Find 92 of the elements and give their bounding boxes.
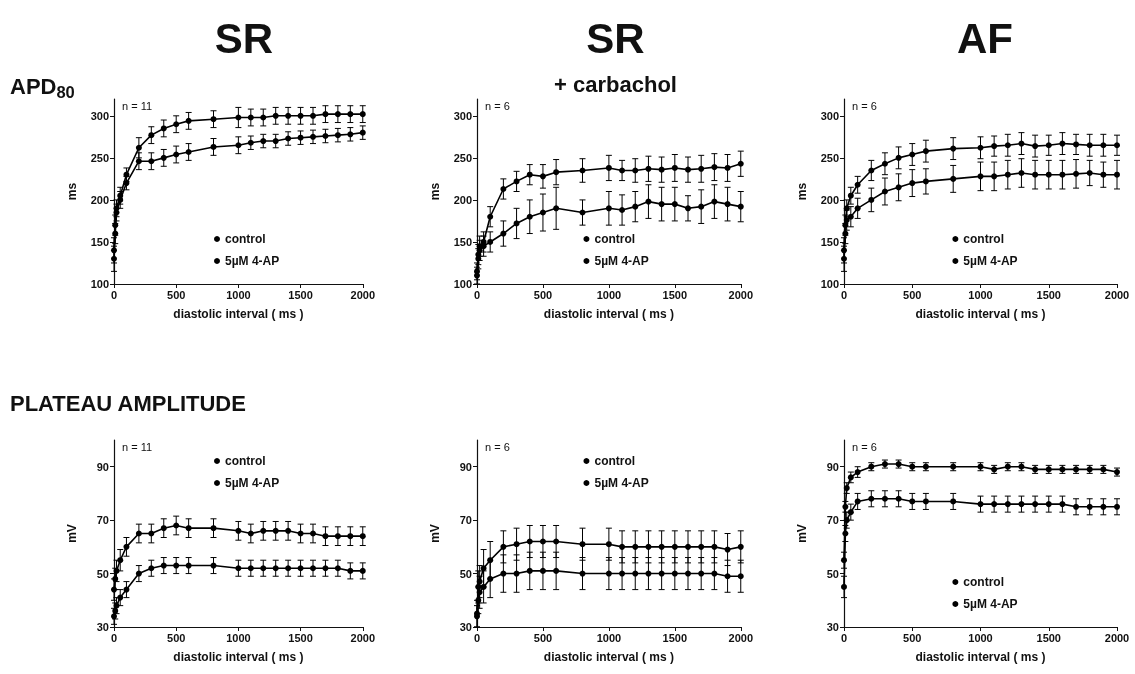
x-tick-label: 0 (110, 288, 118, 301)
x-tick-label: 1500 (288, 288, 313, 301)
legend-label: 5µM 4-AP (594, 254, 649, 268)
x-tick-label: 500 (903, 288, 922, 301)
x-axis-title: diastolic interval ( ms ) (915, 650, 1046, 664)
y-tick-label: 50 (96, 567, 109, 580)
y-tick-label: 250 (90, 151, 109, 164)
y-tick-label: 30 (459, 621, 472, 633)
x-tick-label: 1000 (596, 631, 622, 644)
y-axis-title: mV (65, 524, 79, 543)
y-tick-label: 30 (96, 621, 109, 633)
x-tick-label: 0 (840, 631, 848, 644)
y-tick-label: 90 (459, 460, 472, 473)
y-tick-label: 70 (96, 514, 109, 527)
legend-label: 5µM 4-AP (963, 254, 1018, 268)
x-tick-label: 500 (533, 631, 553, 644)
legend-label: control (963, 575, 1005, 589)
y-tick-label: 150 (90, 235, 109, 248)
legend-label: control (594, 454, 636, 468)
chart-title: AF (957, 14, 1013, 62)
annotation: n = 6 (852, 440, 877, 453)
y-tick-label: 150 (453, 235, 472, 248)
x-axis-title: diastolic interval ( ms ) (173, 650, 304, 664)
legend-label: 5µM 4-AP (225, 476, 280, 490)
chart-title: SR (586, 14, 645, 62)
x-tick-label: 0 (473, 288, 481, 301)
annotation: n = 6 (852, 99, 877, 112)
y-axis-title: ms (795, 182, 809, 201)
x-axis-title: diastolic interval ( ms ) (173, 307, 304, 321)
x-tick-label: 500 (533, 288, 553, 301)
x-tick-label: 2000 (1104, 631, 1130, 644)
x-tick-label: 2000 (350, 631, 376, 644)
y-tick-label: 70 (459, 514, 472, 527)
x-tick-label: 2000 (728, 288, 754, 301)
y-tick-label: 50 (826, 567, 839, 580)
legend-label: control (225, 232, 266, 246)
x-axis-title: diastolic interval ( ms ) (543, 307, 674, 321)
chart-subtitle: + carbachol (554, 71, 677, 97)
y-tick-label: 30 (826, 621, 839, 633)
y-tick-label: 90 (826, 460, 839, 473)
x-tick-label: 1000 (968, 288, 993, 301)
x-tick-label: 1500 (1036, 288, 1061, 301)
y-tick-label: 150 (820, 235, 839, 248)
x-axis-title: diastolic interval ( ms ) (543, 650, 674, 664)
y-tick-label: 300 (820, 109, 839, 122)
x-axis-title: diastolic interval ( ms ) (915, 307, 1046, 321)
annotation: n = 6 (485, 99, 510, 112)
legend-label: 5µM 4-AP (594, 476, 649, 490)
x-tick-label: 0 (110, 631, 118, 644)
x-tick-label: 1000 (968, 631, 993, 644)
x-tick-label: 0 (840, 288, 848, 301)
x-tick-label: 500 (167, 288, 186, 301)
x-tick-label: 0 (473, 631, 481, 644)
x-tick-label: 1500 (288, 631, 313, 644)
legend-label: control (225, 454, 266, 468)
y-axis-title: mV (428, 524, 442, 543)
x-tick-label: 500 (167, 631, 186, 644)
y-tick-label: 200 (453, 193, 472, 206)
y-tick-label: 250 (820, 151, 839, 164)
y-axis-title: ms (428, 182, 442, 201)
text: PLATEAU AMPLITUDE (10, 390, 246, 416)
y-tick-label: 300 (90, 109, 109, 122)
y-tick-label: 200 (90, 193, 109, 206)
legend-label: control (963, 232, 1005, 246)
x-tick-label: 1500 (662, 631, 688, 644)
y-tick-label: 100 (90, 278, 109, 290)
y-tick-label: 300 (453, 109, 472, 122)
y-axis-title: ms (65, 182, 79, 201)
y-tick-label: 70 (826, 514, 839, 527)
y-tick-label: 50 (459, 567, 472, 580)
y-tick-label: 200 (820, 193, 839, 206)
legend-label: 5µM 4-AP (963, 597, 1018, 611)
annotation: n = 11 (122, 99, 153, 112)
x-tick-label: 1000 (226, 631, 251, 644)
x-tick-label: 1000 (596, 288, 622, 301)
y-tick-label: 250 (453, 151, 472, 164)
y-tick-label: 100 (820, 278, 839, 290)
annotation: n = 6 (485, 440, 510, 453)
chart-title: SR (214, 14, 274, 62)
x-tick-label: 2000 (1104, 288, 1130, 301)
y-tick-label: 90 (96, 460, 109, 473)
y-tick-label: 100 (453, 278, 472, 290)
legend-label: control (594, 232, 636, 246)
y-axis-title: mV (795, 524, 809, 543)
x-tick-label: 2000 (350, 288, 376, 301)
x-tick-label: 2000 (728, 631, 754, 644)
x-tick-label: 1000 (226, 288, 251, 301)
legend-label: 5µM 4-AP (225, 254, 280, 268)
annotation: n = 11 (122, 440, 153, 453)
x-tick-label: 1500 (1036, 631, 1061, 644)
x-tick-label: 1500 (662, 288, 688, 301)
x-tick-label: 500 (903, 631, 922, 644)
